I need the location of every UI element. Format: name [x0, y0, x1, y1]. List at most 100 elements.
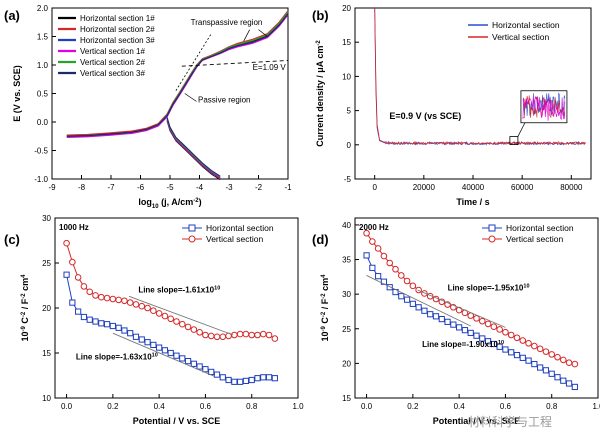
y-tick-label: 35	[342, 256, 351, 265]
data-point	[144, 339, 151, 346]
x-tick-label: 0.2	[407, 402, 419, 411]
x-axis-label: log10 (j, A/cm-2)	[138, 197, 201, 210]
data-point	[271, 375, 278, 382]
data-point	[531, 360, 538, 368]
inset-noise-line	[522, 95, 566, 119]
legend-marker	[488, 224, 496, 232]
watermark: 材料科学与工程	[468, 415, 553, 429]
data-point	[121, 327, 128, 334]
data-point	[531, 342, 538, 350]
data-point	[219, 374, 226, 381]
panel-c: 0.0 0.2 0.4 0.6 0.8 1.0 10 15 20 25 30 (c) 1000 Hz Ho…	[4, 214, 304, 426]
x-tick-label: -6	[137, 183, 145, 192]
data-point	[484, 338, 492, 345]
y-axis-label: E (V vs. SCE)	[12, 65, 22, 122]
data-point	[397, 272, 405, 279]
data-point	[490, 323, 498, 330]
data-point	[184, 323, 192, 331]
annotation-pointer	[243, 29, 250, 42]
tangent-line-passive	[181, 59, 289, 67]
data-point	[271, 335, 279, 342]
data-point	[513, 351, 521, 359]
data-point	[374, 245, 382, 252]
data-point	[369, 238, 376, 245]
x-tick-label: 80000	[560, 183, 583, 192]
data-point	[473, 315, 480, 322]
y-tick-label: 0	[347, 141, 352, 150]
slope-annotation: Line slope=-1.90x1010	[422, 340, 504, 349]
y-tick-label: 0.0	[37, 118, 49, 127]
series-line	[66, 13, 289, 137]
y-tick-label: 25	[342, 325, 351, 334]
data-point	[265, 374, 273, 381]
x-tick-label: -9	[48, 183, 56, 192]
slope-annotation: Line slope=-1.95x1010	[448, 284, 530, 293]
data-point	[161, 347, 169, 354]
data-point	[507, 331, 515, 339]
data-point	[236, 330, 244, 338]
y-tick-label: 15	[342, 394, 351, 403]
data-point	[403, 296, 411, 303]
data-point	[421, 307, 428, 314]
y-tick-label: 1.5	[37, 33, 49, 42]
plot-frame	[354, 217, 599, 399]
x-axis-label: Potential / V vs. SCE	[133, 416, 221, 426]
legend-marker	[488, 235, 496, 243]
data-point	[97, 293, 105, 301]
data-point	[248, 331, 256, 339]
x-tick-label: 0.4	[454, 402, 466, 411]
data-point	[109, 295, 117, 303]
y-tick-label: 30	[42, 214, 51, 223]
series-line	[374, 7, 586, 146]
data-point	[254, 331, 261, 339]
fit-line	[366, 275, 471, 327]
y-tick-label: 25	[42, 259, 51, 268]
data-point	[537, 364, 544, 371]
zoom-region-box	[509, 136, 519, 145]
legend-label: Horizontal section 1#	[80, 14, 155, 23]
data-point	[386, 284, 393, 291]
x-tick-label: -8	[78, 183, 86, 192]
y-tick-label: 30	[342, 290, 351, 299]
x-tick-label: 0	[372, 183, 377, 192]
panel-d: 0.0 0.2 0.4 0.6 0.8 1.0 15 20 25 30 35 40 (d) 2000 Hz…	[312, 217, 600, 426]
data-point	[121, 297, 128, 305]
data-point	[132, 333, 140, 340]
data-point	[473, 332, 480, 339]
data-point	[86, 316, 93, 323]
y-tick-label: 10	[342, 72, 351, 81]
y-tick-label: 10	[42, 394, 51, 403]
data-point	[403, 277, 411, 285]
x-tick-label: 0.8	[246, 402, 258, 411]
inset-noise-line	[522, 95, 566, 121]
data-point	[259, 330, 267, 338]
annotation-transpassive: Transpassive region	[191, 18, 263, 27]
data-point	[554, 374, 561, 381]
data-point	[444, 318, 451, 325]
legend-marker	[188, 224, 196, 232]
data-point	[461, 327, 469, 334]
data-point	[496, 343, 503, 350]
slope-annotation: Line slope=-1.61x1010	[138, 286, 220, 295]
data-point	[502, 328, 509, 336]
x-tick-label: -5	[166, 183, 174, 192]
data-point	[63, 239, 70, 247]
data-point	[190, 326, 198, 333]
data-point	[375, 273, 382, 280]
data-point	[225, 376, 232, 384]
x-tick-label: 0.0	[361, 402, 373, 411]
data-point	[260, 374, 267, 381]
data-point	[156, 344, 163, 351]
data-point	[144, 304, 151, 312]
cathodic-branch-line	[166, 117, 221, 177]
data-point	[508, 349, 515, 356]
cathodic-branch-line	[166, 119, 221, 179]
annotation-pointer	[184, 93, 197, 102]
x-tick-label: -4	[196, 183, 204, 192]
legend-label: Horizontal section	[206, 223, 274, 233]
plot-frame	[54, 217, 299, 399]
data-point	[363, 229, 370, 237]
data-point	[409, 300, 416, 307]
data-point	[398, 293, 405, 300]
data-point	[202, 331, 209, 339]
